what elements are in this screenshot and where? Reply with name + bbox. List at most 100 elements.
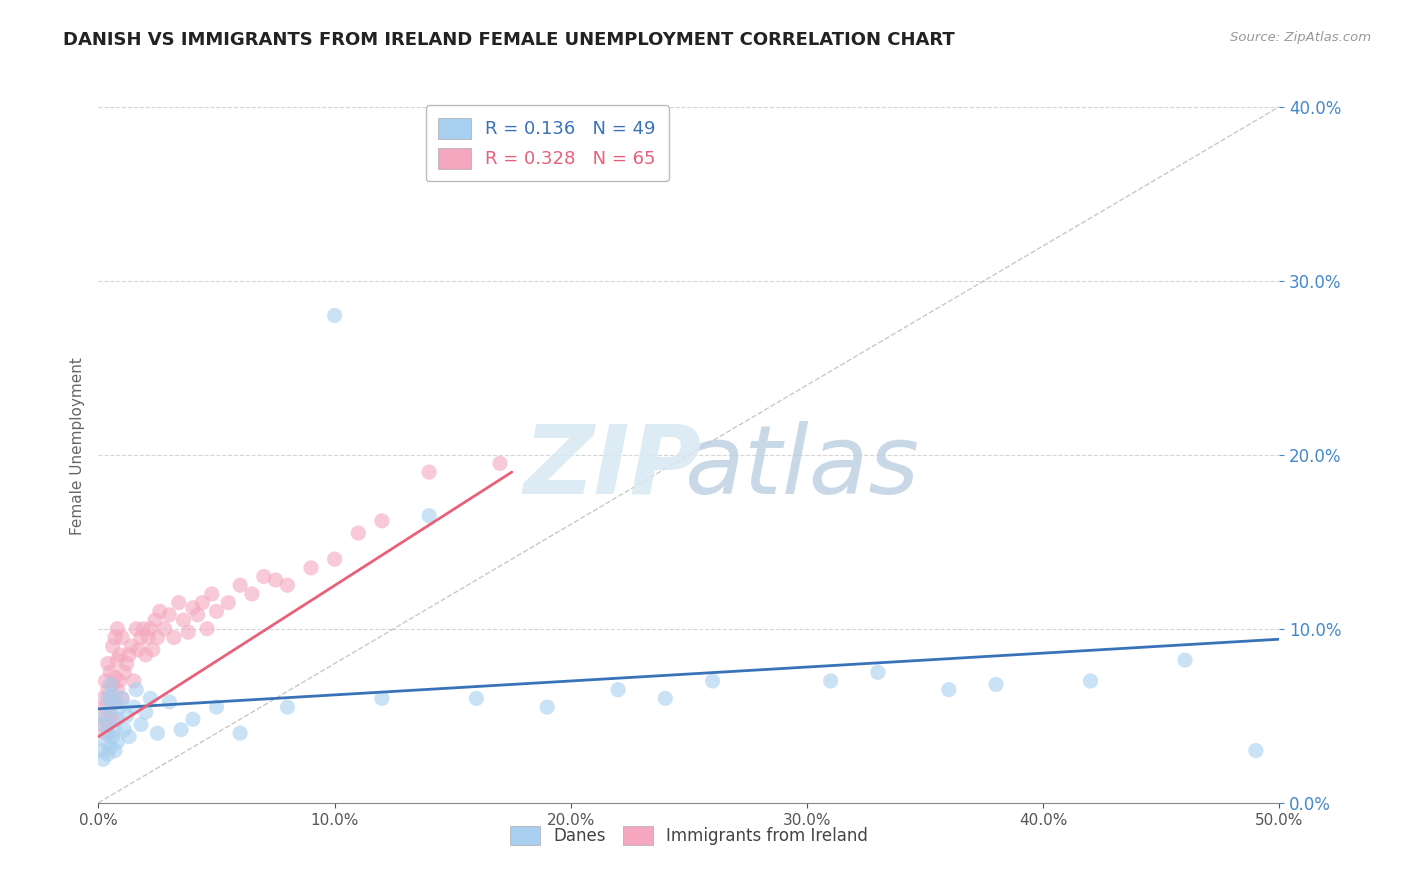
Text: DANISH VS IMMIGRANTS FROM IRELAND FEMALE UNEMPLOYMENT CORRELATION CHART: DANISH VS IMMIGRANTS FROM IRELAND FEMALE… [63, 31, 955, 49]
Point [418, 508, 440, 523]
Point [142, 642, 165, 657]
Point [111, 631, 134, 645]
Point [465, 691, 488, 706]
Point [187, 607, 209, 622]
Point [121, 639, 143, 653]
Point [938, 682, 960, 697]
Point [108, 673, 131, 688]
Point [253, 569, 276, 583]
Point [129, 717, 152, 731]
Point [101, 712, 124, 726]
Point [91, 691, 114, 706]
Point [240, 587, 263, 601]
Point [217, 596, 239, 610]
Point [94, 726, 117, 740]
Point [371, 514, 394, 528]
Point [108, 648, 131, 662]
Y-axis label: Female Unemployment: Female Unemployment [69, 357, 84, 535]
Point [323, 552, 346, 566]
Point [98, 677, 121, 691]
Point [177, 625, 200, 640]
Point [128, 642, 150, 657]
Point [371, 691, 394, 706]
Point [1174, 653, 1197, 667]
Point [90, 708, 112, 723]
Point [264, 573, 287, 587]
Point [104, 743, 127, 757]
Point [132, 622, 155, 636]
Point [112, 665, 135, 680]
Point [702, 673, 724, 688]
Point [1244, 743, 1267, 757]
Point [104, 671, 127, 685]
Point [125, 622, 148, 636]
Point [91, 717, 114, 731]
Point [94, 735, 117, 749]
Point [90, 743, 112, 757]
Point [111, 691, 134, 706]
Point [181, 600, 204, 615]
Point [163, 631, 186, 645]
Point [139, 622, 162, 636]
Point [94, 700, 117, 714]
Point [136, 631, 159, 645]
Point [299, 561, 322, 575]
Point [108, 700, 131, 714]
Point [112, 723, 135, 737]
Point [866, 665, 889, 680]
Text: ZIP: ZIP [523, 421, 702, 514]
Point [97, 691, 120, 706]
Point [104, 695, 127, 709]
Point [111, 691, 134, 706]
Point [135, 648, 157, 662]
Text: Source: ZipAtlas.com: Source: ZipAtlas.com [1230, 31, 1371, 45]
Point [122, 700, 145, 714]
Point [820, 673, 842, 688]
Point [347, 526, 370, 541]
Point [170, 723, 193, 737]
Point [489, 457, 512, 471]
Point [101, 730, 124, 744]
Point [104, 631, 127, 645]
Point [191, 596, 214, 610]
Point [149, 604, 172, 618]
Point [129, 631, 152, 645]
Point [122, 673, 145, 688]
Point [654, 691, 676, 706]
Point [105, 622, 128, 636]
Text: atlas: atlas [683, 421, 918, 514]
Point [98, 665, 121, 680]
Point [98, 691, 121, 706]
Point [118, 648, 141, 662]
Point [94, 708, 117, 723]
Point [323, 309, 346, 323]
Point [195, 622, 218, 636]
Point [139, 691, 162, 706]
Point [157, 607, 180, 622]
Point [172, 613, 194, 627]
Point [418, 465, 440, 479]
Point [105, 653, 128, 667]
Point [115, 657, 138, 671]
Point [201, 587, 224, 601]
Point [115, 708, 138, 723]
Point [153, 622, 176, 636]
Point [1080, 673, 1102, 688]
Point [205, 700, 228, 714]
Point [97, 747, 120, 761]
Point [135, 706, 157, 720]
Point [146, 726, 169, 740]
Legend: R = 0.136   N = 49, R = 0.328   N = 65: R = 0.136 N = 49, R = 0.328 N = 65 [426, 105, 669, 181]
Point [98, 700, 121, 714]
Point [98, 708, 121, 723]
Point [105, 735, 128, 749]
Point [167, 596, 190, 610]
Point [229, 726, 252, 740]
Point [101, 639, 124, 653]
Point [229, 578, 252, 592]
Point [536, 700, 558, 714]
Point [125, 682, 148, 697]
Point [181, 712, 204, 726]
Point [205, 604, 228, 618]
Point [118, 730, 141, 744]
